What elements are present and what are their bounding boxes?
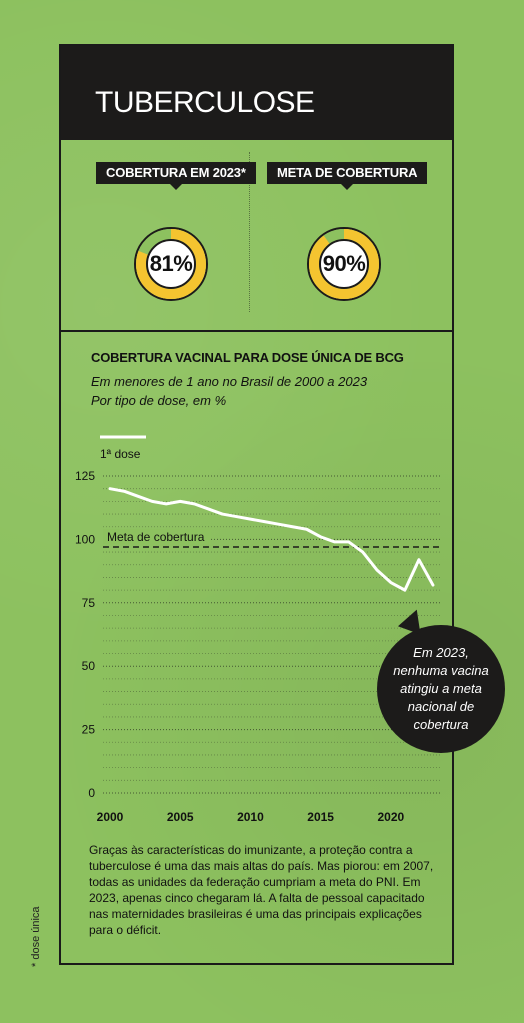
chart-title: COBERTURA VACINAL PARA DOSE ÚNICA DE BCG [91, 350, 404, 365]
footnote: * dose única [30, 906, 42, 967]
chart-subtitle-line2: Por tipo de dose, em % [91, 393, 227, 408]
chart-subtitle-line1: Em menores de 1 ano no Brasil de 2000 a … [91, 374, 368, 389]
kpi-value: 81% [149, 251, 193, 276]
kpi-label: COBERTURA EM 2023* [96, 162, 256, 190]
header-bar: TUBERCULOSE [61, 46, 452, 140]
donut-coverage-2023: 81% [129, 222, 213, 306]
page-title: TUBERCULOSE [95, 86, 315, 119]
donut-chart-icon [134, 227, 208, 301]
kpi-value: 90% [322, 251, 366, 276]
body-text: Graças às características do imunizante,… [89, 843, 434, 937]
kpi-divider [249, 152, 250, 312]
donut-chart-icon [307, 227, 381, 301]
kpi-row: COBERTURA EM 2023* 81% META DE COBERTURA [61, 140, 452, 332]
annotation-callout: Em 2023, nenhuma vacina atingiu a meta n… [377, 625, 505, 753]
kpi-label: META DE COBERTURA [267, 162, 428, 190]
donut-coverage-goal: 90% [302, 222, 386, 306]
infographic-panel: TUBERCULOSE COBERTURA EM 2023* 81% META … [59, 44, 454, 965]
chart-subtitle: Em menores de 1 ano no Brasil de 2000 a … [91, 372, 431, 410]
